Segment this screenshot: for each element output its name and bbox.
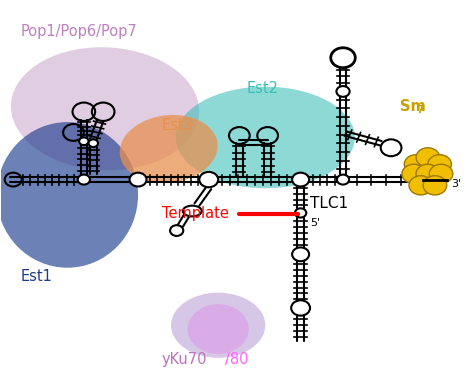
Circle shape	[199, 172, 218, 187]
Ellipse shape	[11, 47, 199, 170]
Circle shape	[402, 164, 426, 183]
Text: Sm: Sm	[400, 98, 425, 113]
Circle shape	[416, 164, 439, 183]
Text: yKu70: yKu70	[162, 352, 207, 367]
Ellipse shape	[171, 293, 265, 358]
Circle shape	[129, 173, 146, 186]
Text: 7: 7	[416, 105, 423, 115]
Circle shape	[428, 155, 451, 174]
Circle shape	[337, 174, 349, 185]
Circle shape	[292, 173, 309, 186]
Circle shape	[404, 155, 428, 174]
Circle shape	[292, 247, 309, 261]
Text: Est2: Est2	[246, 81, 278, 96]
Circle shape	[89, 139, 98, 147]
Text: /80: /80	[225, 352, 249, 367]
Circle shape	[416, 148, 439, 167]
Circle shape	[78, 174, 90, 185]
Ellipse shape	[0, 122, 138, 268]
Circle shape	[423, 176, 447, 195]
Circle shape	[295, 208, 306, 218]
Circle shape	[291, 300, 310, 316]
Text: 3': 3'	[451, 179, 462, 189]
Circle shape	[337, 86, 350, 97]
Circle shape	[409, 176, 433, 195]
Text: Est1: Est1	[20, 269, 52, 284]
Ellipse shape	[176, 86, 355, 188]
Text: Template: Template	[162, 206, 228, 221]
Text: Pop1/Pop6/Pop7: Pop1/Pop6/Pop7	[20, 24, 137, 39]
Text: TLC1: TLC1	[310, 196, 348, 211]
Circle shape	[429, 164, 453, 183]
Text: 5': 5'	[310, 218, 320, 228]
Ellipse shape	[120, 115, 218, 183]
Text: Est3: Est3	[162, 118, 193, 133]
Ellipse shape	[183, 206, 201, 217]
Ellipse shape	[188, 304, 249, 354]
Circle shape	[79, 137, 89, 145]
